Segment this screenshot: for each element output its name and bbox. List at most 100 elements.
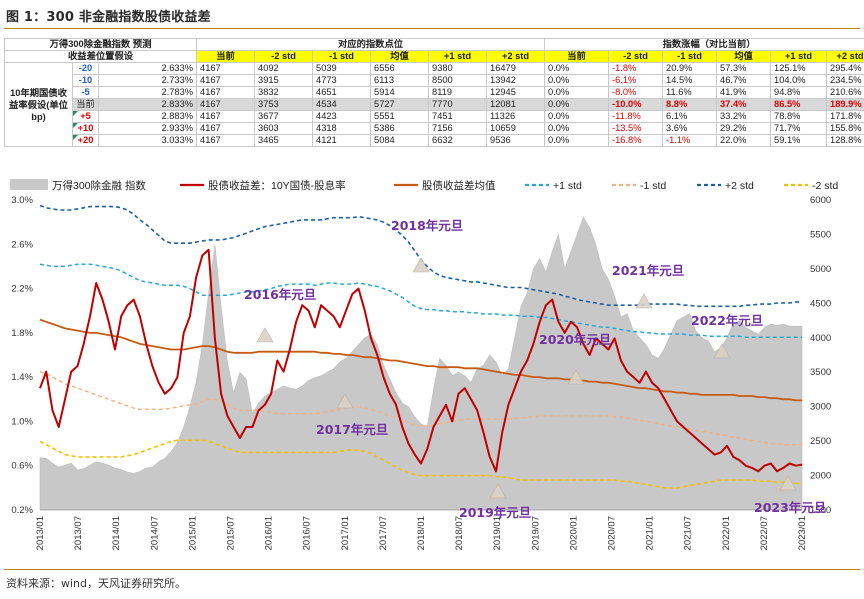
y-right-tick-label: 5000 [810,264,831,275]
index-point-cell: 4121 [312,134,372,147]
col-header: +2 std [826,50,864,63]
table-row: 10年期国债收益率假设(单位bp) -20 2.633% 4167 4092 5039 65… [4,62,864,147]
index-point-cell: 5727 [370,98,430,111]
x-tick-label: 2017/01 [340,516,351,550]
x-tick-label: 2016/07 [302,516,313,550]
index-change-cell: 8.8% [662,98,718,111]
index-change-cell: 86.5% [770,98,828,111]
col-header: +1 std [428,50,488,63]
index-change-cell: 59.1% [770,134,828,147]
header-spread-position: 收益差位置假设 [3,50,198,63]
index-point-cell: 3753 [254,98,314,111]
y-right-tick-label: 1500 [810,505,831,516]
table-row: -10 2.733% 4167 3915 4773 6113 8500 13942 0.0% -6… [5,74,864,87]
left-axis: 3.0% 2.6% 2.2% 1.8% 1.4% 1.0% 0.6% 0.2% [11,195,33,516]
y-right-tick-label: 4500 [810,298,831,309]
index-area [39,216,803,511]
index-point-cell: 5386 [370,122,430,135]
index-change-cell: -10.0% [608,98,664,111]
minus2-std-line [39,439,802,489]
table-header-row-2: 收益差位置假设 当前 -2 std -1 std 均值 +1 std +2 st… [3,50,864,63]
table-header-row-1: 万得300除金融指数 预测 对应的指数点位 指数涨幅（对比当前） [3,38,864,51]
index-change-cell: 41.9% [716,86,772,99]
header-index-points: 对应的指数点位 [196,38,546,51]
index-point-cell: 4167 [196,74,256,87]
table-row: +20 3.033% 4167 3465 4121 5084 6632 9536 0.0% -16… [5,134,864,147]
index-point-cell: 6632 [428,134,488,147]
index-change-cell: 189.9% [826,98,864,111]
index-change-cell: 171.8% [826,110,864,123]
yield-cell: 2.783% [97,86,198,99]
index-change-cell: -16.8% [608,134,664,147]
col-header: +2 std [486,50,546,63]
mean-line [39,318,802,402]
index-change-cell: 155.8% [826,122,864,135]
col-header: -1 std [662,50,718,63]
annotation-label: 2020年元旦 [539,332,611,347]
x-tick-label: 2019/01 [492,516,503,550]
y-right-tick-label: 2000 [810,471,831,482]
bp-shift-cell: +10 [72,122,99,135]
index-change-cell: 0.0% [544,74,610,87]
index-change-cell: -8.0% [608,86,664,99]
index-point-cell: 12945 [486,86,546,99]
annotation-arrow [412,257,430,273]
x-tick-label: 2013/07 [73,516,84,550]
y-left-tick-label: 3.0% [11,195,33,206]
table-row: +10 2.933% 4167 3603 4318 5386 7156 10659 0.0% -1… [5,122,864,135]
index-change-cell: 37.4% [716,98,772,111]
index-change-cell: 11.6% [662,86,718,99]
index-change-cell: -13.5% [608,122,664,135]
col-header: +1 std [770,50,828,63]
index-point-cell: 9536 [486,134,546,147]
yield-cell: 2.933% [97,122,198,135]
index-change-cell: 20.9% [662,62,718,75]
index-point-cell: 4167 [196,86,256,99]
legend-label: 万得300除金融 指数 [52,179,146,192]
annotation-label: 2023年元旦 [754,500,826,515]
legend-label: 股债收益差均值 [422,179,496,192]
index-point-cell: 5084 [370,134,430,147]
y-right-tick-label: 2500 [810,436,831,447]
y-left-tick-label: 1.0% [11,416,33,427]
y-left-tick-label: 1.8% [11,328,33,339]
index-point-cell: 16479 [486,62,546,75]
index-change-cell: 22.0% [716,134,772,147]
index-point-cell: 3832 [254,86,314,99]
index-point-cell: 6113 [370,74,430,87]
y-right-tick-label: 5500 [810,229,831,240]
x-tick-label: 2022/01 [721,516,732,550]
annotation-arrow [336,393,354,409]
annotation-arrow [635,293,653,309]
index-point-cell: 3915 [254,74,314,87]
index-change-cell: 29.2% [716,122,772,135]
index-point-cell: 5914 [370,86,430,99]
y-right-tick-label: 3000 [810,402,831,413]
index-change-cell: 0.0% [544,110,610,123]
legend-label: -2 std [812,180,838,192]
col-header: 当前 [544,50,610,63]
index-change-cell: 125.1% [770,62,828,75]
y-left-tick-label: 0.6% [11,461,33,472]
index-point-cell: 3677 [254,110,314,123]
index-change-cell: 234.5% [826,74,864,87]
index-point-cell: 3465 [254,134,314,147]
x-tick-label: 2021/07 [683,516,694,550]
index-point-cell: 4092 [254,62,314,75]
forecast-table: 万得300除金融指数 预测 对应的指数点位 指数涨幅（对比当前） 收益差位置假设… [3,38,864,147]
bp-shift-cell: -10 [72,74,99,87]
row-group-label: 10年期国债收益率假设(单位bp) [4,62,73,147]
source-note: 资料来源：wind，天风证券研究所。 [6,577,187,590]
index-change-cell: -1.1% [662,134,718,147]
bp-shift-cell: -5 [72,86,99,99]
x-tick-label: 2014/01 [111,516,122,550]
x-tick-label: 2021/01 [645,516,656,550]
bp-shift-cell: +20 [72,134,99,147]
y-left-tick-label: 2.6% [11,239,33,250]
spread-chart: 万得300除金融 指数 股债收益差：10Y国债-股息率 股债收益差均值 +1 std -… [10,179,838,550]
index-point-cell: 4534 [312,98,372,111]
x-tick-label: 2018/07 [454,516,465,550]
x-axis: 2013/01 2013/07 2014/01 2014/07 2015/01 2015/… [35,516,808,550]
header-index-change: 指数涨幅（对比当前） [544,38,864,51]
index-point-cell: 4167 [196,122,256,135]
